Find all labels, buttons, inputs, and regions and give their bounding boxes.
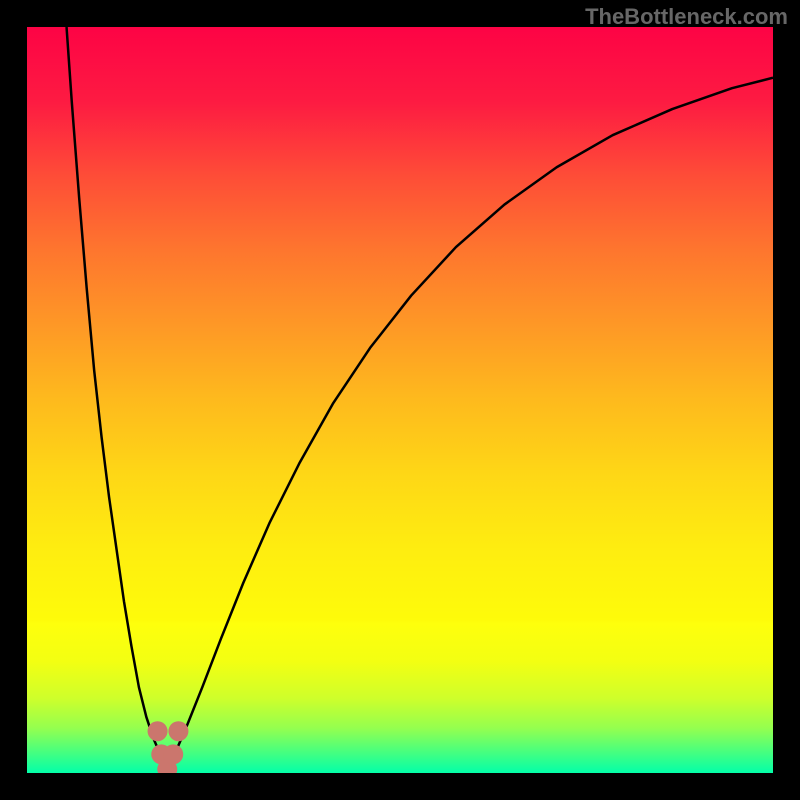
chart-svg bbox=[0, 0, 800, 800]
chart-container: TheBottleneck.com bbox=[0, 0, 800, 800]
watermark-text: TheBottleneck.com bbox=[585, 4, 788, 30]
